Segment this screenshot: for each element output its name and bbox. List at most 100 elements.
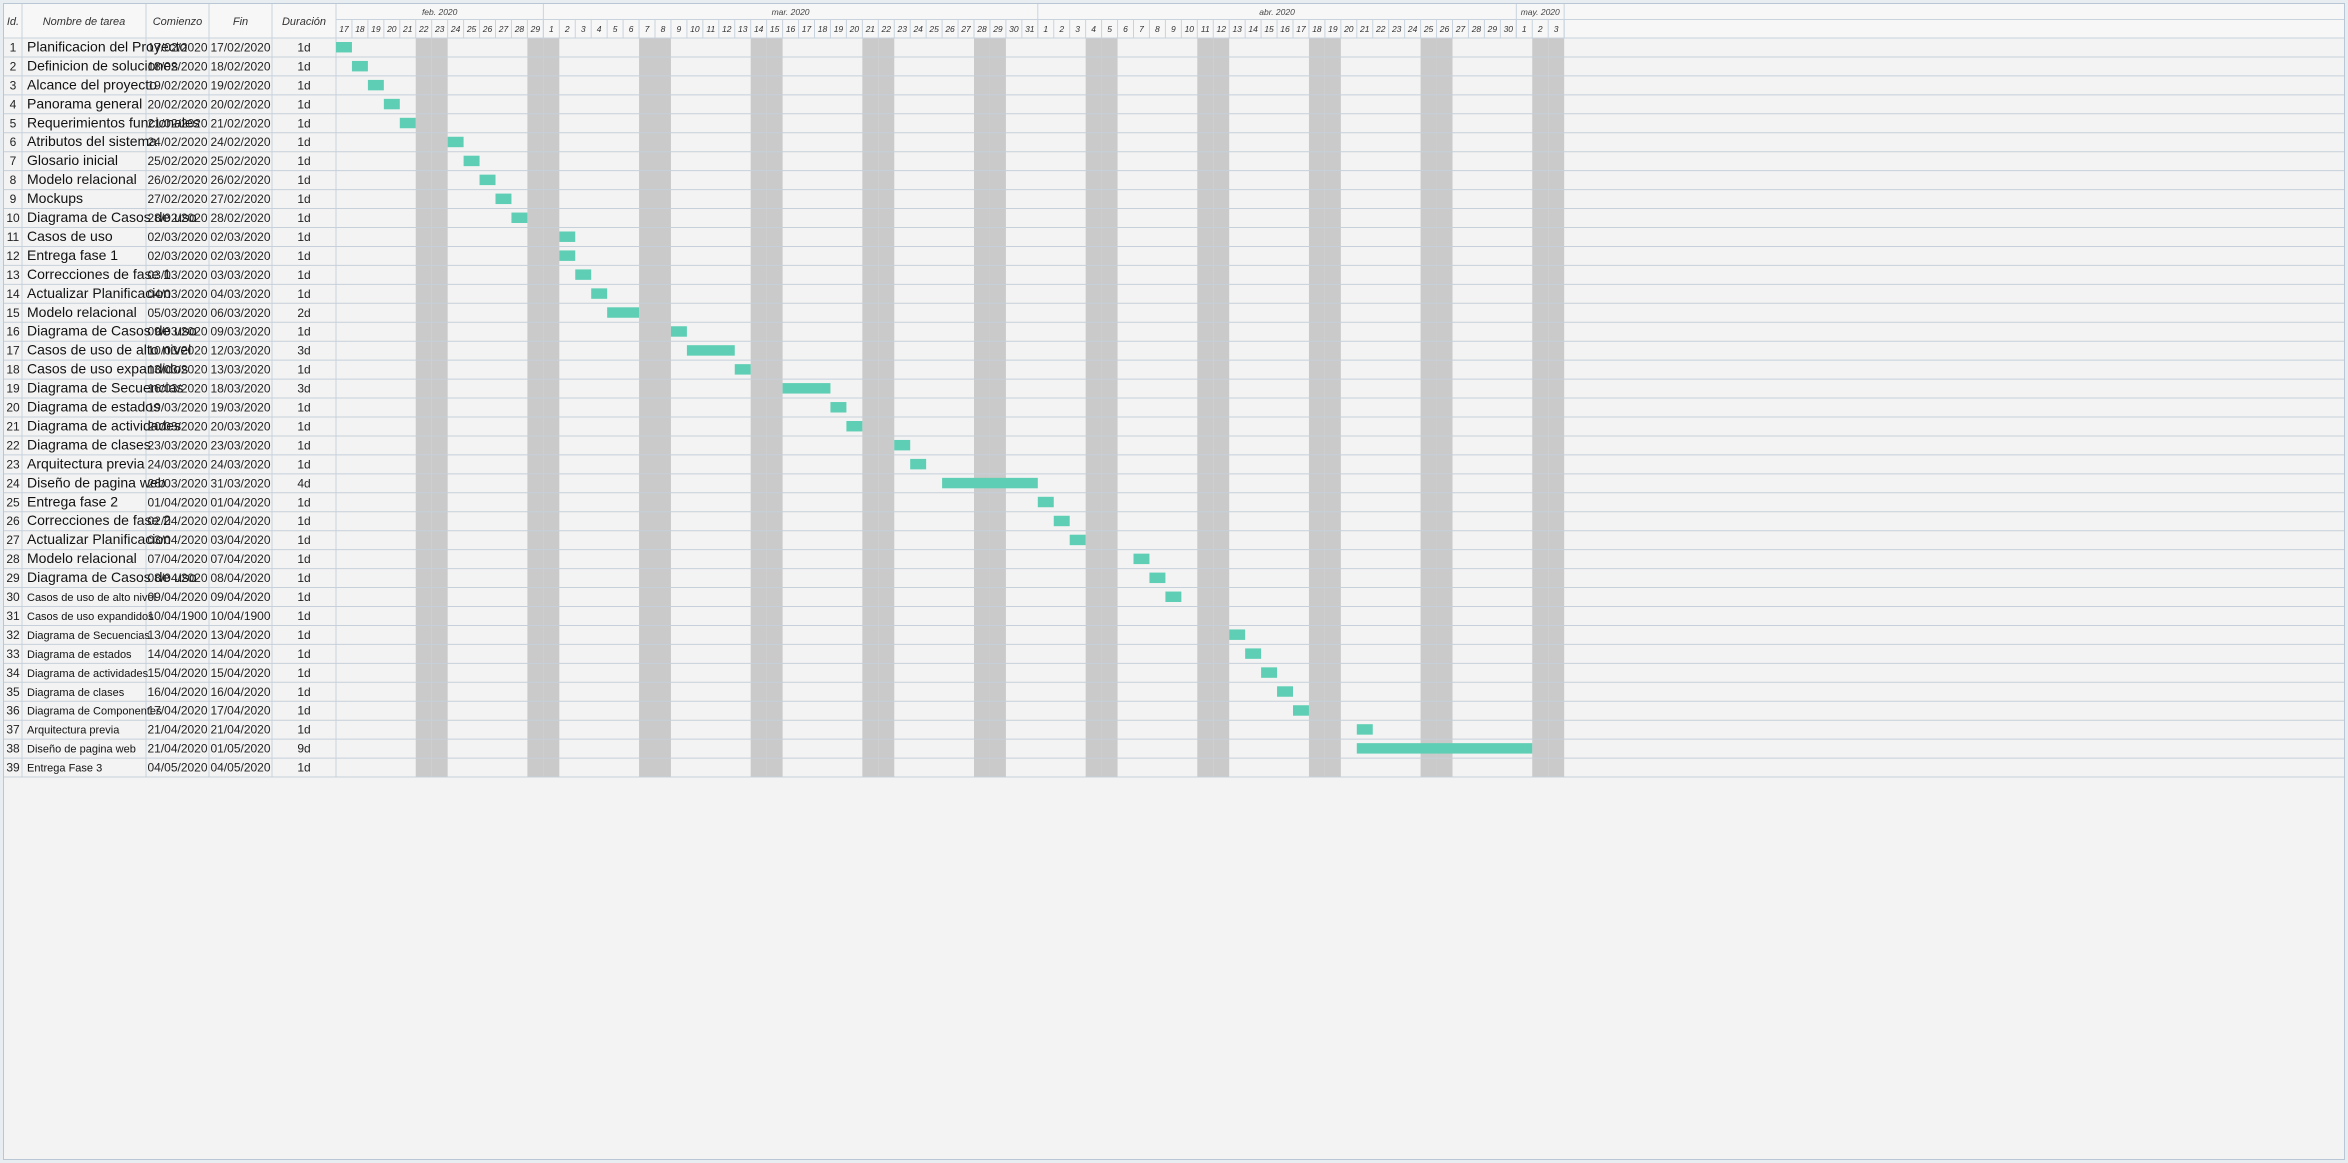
- task-bar[interactable]: [846, 421, 863, 432]
- task-end: 19/03/2020: [210, 401, 270, 415]
- task-bar[interactable]: [1037, 496, 1054, 508]
- task-bar[interactable]: [1245, 648, 1262, 659]
- day-tick-label: 31: [1025, 24, 1035, 34]
- task-start: 25/02/2020: [147, 154, 207, 168]
- table-header: Id. Nombre de tarea Comienzo Fin Duración: [7, 16, 326, 28]
- task-bar[interactable]: [734, 364, 751, 375]
- task-row[interactable]: 12 Entrega fase 1 02/03/2020 02/03/2020 1d: [4, 245, 2344, 263]
- task-id: 14: [6, 287, 20, 301]
- task-id: 11: [7, 230, 20, 244]
- task-end: 21/04/2020: [210, 723, 270, 737]
- task-bar[interactable]: [447, 136, 464, 148]
- task-bar[interactable]: [1229, 629, 1246, 640]
- task-bar[interactable]: [511, 212, 528, 223]
- task-bar[interactable]: [1053, 515, 1070, 527]
- task-row[interactable]: 34 Diagrama de actividades 15/04/2020 15/04…: [4, 662, 2344, 680]
- task-row[interactable]: 38 Diseño de pagina web 21/04/2020 01/05/20…: [4, 738, 2344, 756]
- task-row[interactable]: 9 Mockups 27/02/2020 27/02/2020 1d: [4, 189, 2344, 206]
- task-bar[interactable]: [607, 307, 640, 318]
- task-bar[interactable]: [575, 269, 592, 280]
- task-bar[interactable]: [1277, 686, 1293, 697]
- task-row[interactable]: 37 Arquitectura previa 21/04/2020 21/04/202…: [4, 719, 2344, 737]
- task-bar[interactable]: [463, 155, 480, 167]
- task-bar[interactable]: [782, 383, 831, 394]
- day-tick-label: 6: [1123, 24, 1128, 34]
- task-bar[interactable]: [686, 345, 735, 356]
- task-name: Planificacion del Proyecto: [27, 38, 188, 54]
- task-bar[interactable]: [559, 231, 576, 242]
- task-bar[interactable]: [1133, 553, 1150, 565]
- task-bar[interactable]: [1293, 705, 1309, 716]
- column-header-id: Id.: [7, 16, 19, 28]
- task-id: 36: [6, 704, 20, 718]
- task-row[interactable]: 23 Arquitectura previa 24/03/2020 24/03/202…: [4, 454, 2344, 471]
- task-bar[interactable]: [495, 193, 512, 205]
- task-id: 7: [10, 154, 17, 168]
- task-end: 20/02/2020: [210, 97, 270, 111]
- task-id: 34: [6, 666, 20, 680]
- task-row[interactable]: 25 Entrega fase 2 01/04/2020 01/04/2020 1d: [4, 492, 2344, 509]
- task-bar[interactable]: [894, 439, 911, 451]
- task-row[interactable]: 15 Modelo relacional 05/03/2020 06/03/2020 2…: [4, 302, 2344, 320]
- task-end: 09/04/2020: [210, 590, 270, 604]
- task-bar[interactable]: [1261, 667, 1278, 678]
- task-start: 16/03/2020: [147, 382, 207, 396]
- task-row[interactable]: 11 Casos de uso 02/03/2020 02/03/2020 1d: [4, 227, 2344, 244]
- task-bar[interactable]: [1165, 591, 1182, 602]
- task-bar[interactable]: [1069, 534, 1086, 546]
- task-bar[interactable]: [942, 477, 1038, 489]
- day-tick-label: 3: [1075, 24, 1080, 34]
- day-tick-label: 30: [1504, 24, 1514, 34]
- task-row[interactable]: 13 Correcciones de fase 103/03/2020 03/03/…: [4, 264, 2344, 282]
- task-row[interactable]: 8 Modelo relacional 26/02/2020 26/02/2020 1d: [4, 170, 2344, 187]
- task-bar[interactable]: [559, 250, 576, 261]
- task-row[interactable]: 26 Correcciones de fase 202/04/2020 02/04/…: [4, 511, 2344, 528]
- task-bar[interactable]: [591, 288, 608, 299]
- task-bar[interactable]: [399, 117, 416, 129]
- task-row[interactable]: 4 Panorama general 20/02/2020 20/02/2020 1d: [4, 94, 2344, 111]
- task-name: Modelo relacional: [27, 171, 137, 187]
- task-bar[interactable]: [1356, 724, 1373, 735]
- gantt-chart: Id. Nombre de tarea Comienzo Fin Duración fe…: [3, 3, 2345, 1160]
- task-bar[interactable]: [351, 60, 368, 72]
- day-tick-label: 26: [944, 24, 955, 34]
- task-bar[interactable]: [910, 458, 927, 470]
- task-row[interactable]: 28 Modelo relacional 07/04/2020 07/04/2020 1…: [4, 549, 2344, 566]
- task-row[interactable]: 39 Entrega Fase 3 04/05/2020 04/05/2020 1d: [4, 757, 2344, 775]
- task-id: 26: [6, 514, 20, 528]
- task-bar[interactable]: [1356, 743, 1533, 754]
- task-bar[interactable]: [336, 42, 352, 53]
- day-tick-label: 25: [1423, 24, 1434, 34]
- task-row[interactable]: 33 Diagrama de estados 14/04/2020 14/04/202…: [4, 643, 2344, 661]
- task-bar[interactable]: [670, 326, 687, 337]
- task-bar[interactable]: [830, 402, 847, 413]
- task-bar[interactable]: [367, 79, 384, 91]
- task-bar[interactable]: [479, 174, 496, 186]
- task-bar[interactable]: [383, 98, 400, 110]
- task-bar[interactable]: [1149, 572, 1166, 584]
- task-row[interactable]: 7 Glosario inicial 25/02/2020 25/02/2020 1d: [4, 151, 2344, 168]
- task-end: 24/02/2020: [210, 135, 270, 149]
- task-row[interactable]: 35 Diagrama de clases 16/04/2020 16/04/2020…: [4, 681, 2344, 699]
- weekend-column: [431, 38, 448, 778]
